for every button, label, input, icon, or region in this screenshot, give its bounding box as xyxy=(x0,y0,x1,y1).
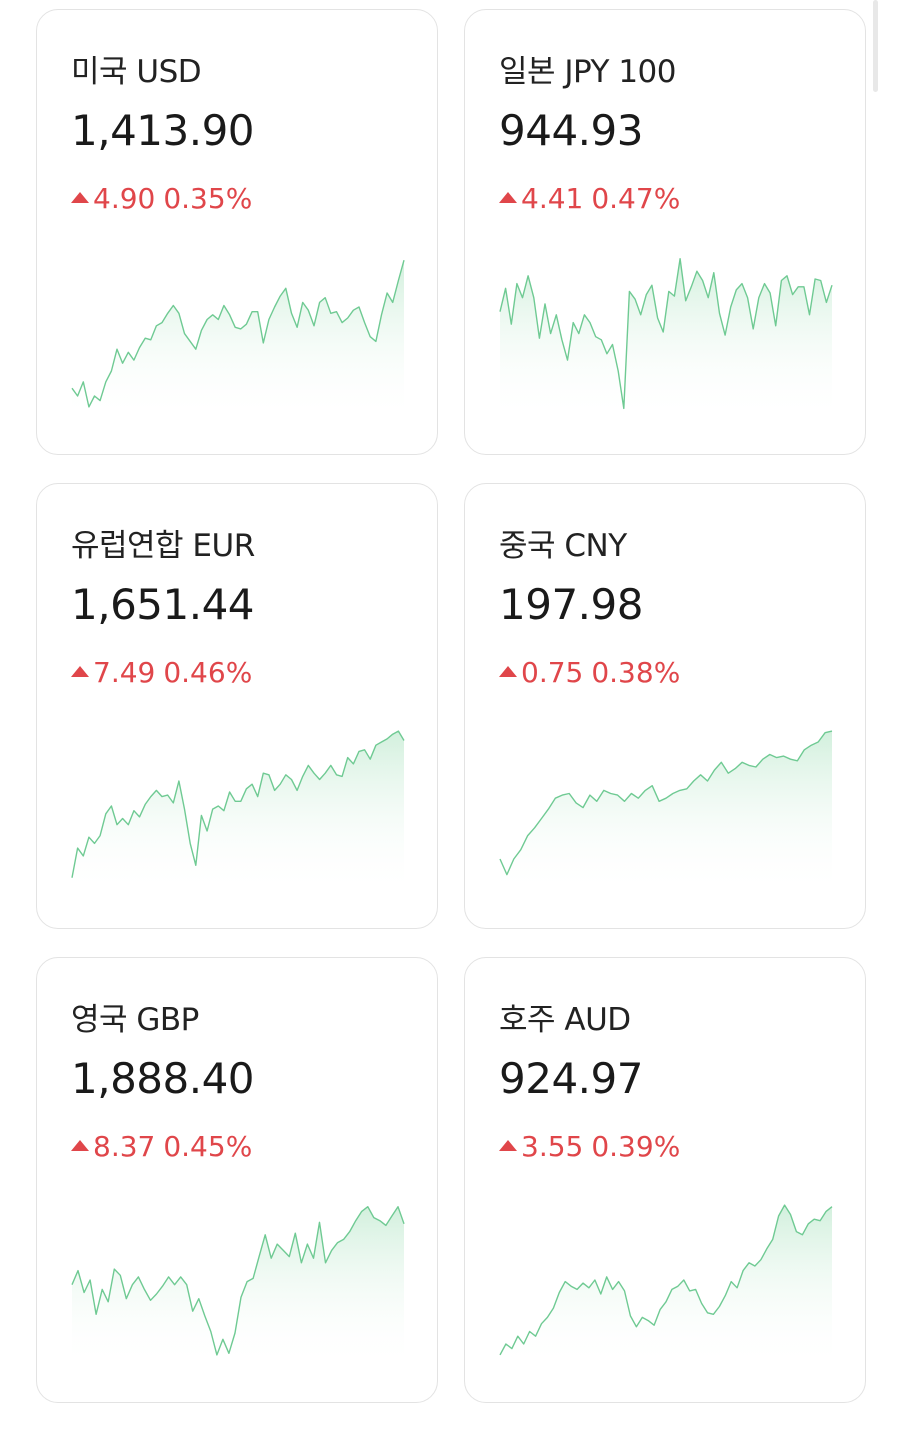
sparkline-area xyxy=(72,1206,404,1368)
triangle-up-icon xyxy=(71,1139,89,1151)
scrollbar[interactable] xyxy=(873,0,878,92)
triangle-up-icon xyxy=(499,191,517,203)
sparkline-chart xyxy=(71,1206,405,1368)
exchange-rate-value: 944.93 xyxy=(499,106,643,155)
rate-card-eur[interactable]: 유럽연합 EUR 1,651.44 7.49 0.46% xyxy=(36,483,438,929)
exchange-rate-value: 1,888.40 xyxy=(71,1054,255,1103)
sparkline-chart xyxy=(71,730,405,894)
sparkline-line xyxy=(499,1204,833,1356)
rate-change: 0.75 0.38% xyxy=(499,656,680,689)
sparkline-area xyxy=(72,731,404,894)
rate-change: 4.41 0.47% xyxy=(499,182,680,215)
change-amount: 3.55 xyxy=(521,1130,584,1163)
exchange-rate-value: 1,651.44 xyxy=(71,580,255,629)
rate-card-usd[interactable]: 미국 USD 1,413.90 4.90 0.35% xyxy=(36,9,438,455)
change-amount: 7.49 xyxy=(93,656,156,689)
currency-title: 영국 GBP xyxy=(71,1002,199,1038)
rate-card-jpy[interactable]: 일본 JPY 100 944.93 4.41 0.47% xyxy=(464,9,866,455)
change-percent: 0.39% xyxy=(591,1130,681,1163)
sparkline-area xyxy=(500,1205,832,1368)
change-amount: 4.90 xyxy=(93,182,156,215)
sparkline-chart xyxy=(499,258,833,420)
currency-title: 호주 AUD xyxy=(499,1002,631,1038)
rate-card-cny[interactable]: 중국 CNY 197.98 0.75 0.38% xyxy=(464,483,866,929)
exchange-rate-value: 197.98 xyxy=(499,580,643,629)
rate-change: 7.49 0.46% xyxy=(71,656,252,689)
currency-title: 중국 CNY xyxy=(499,528,627,564)
change-amount: 8.37 xyxy=(93,1130,156,1163)
triangle-up-icon xyxy=(499,1139,517,1151)
triangle-up-icon xyxy=(499,665,517,677)
triangle-up-icon xyxy=(71,191,89,203)
rate-card-aud[interactable]: 호주 AUD 924.97 3.55 0.39% xyxy=(464,957,866,1403)
sparkline-area xyxy=(72,260,404,420)
sparkline-line xyxy=(71,1206,405,1356)
sparkline-area xyxy=(500,731,832,894)
exchange-rate-value: 924.97 xyxy=(499,1054,643,1103)
change-percent: 0.35% xyxy=(163,182,253,215)
triangle-up-icon xyxy=(71,665,89,677)
sparkline-line xyxy=(71,260,405,408)
change-percent: 0.45% xyxy=(163,1130,253,1163)
rate-change: 4.90 0.35% xyxy=(71,182,252,215)
change-percent: 0.47% xyxy=(591,182,681,215)
change-percent: 0.38% xyxy=(591,656,681,689)
sparkline-chart xyxy=(71,260,405,420)
sparkline-line xyxy=(71,730,405,878)
currency-title: 미국 USD xyxy=(71,54,202,90)
sparkline-chart xyxy=(499,1204,833,1368)
change-amount: 4.41 xyxy=(521,182,584,215)
currency-title: 일본 JPY 100 xyxy=(499,54,677,90)
change-amount: 0.75 xyxy=(521,656,584,689)
change-percent: 0.46% xyxy=(163,656,253,689)
exchange-rate-value: 1,413.90 xyxy=(71,106,255,155)
currency-title: 유럽연합 EUR xyxy=(71,528,255,564)
exchange-rate-grid: 미국 USD 1,413.90 4.90 0.35% 일본 JPY 100 94… xyxy=(36,9,866,1403)
sparkline-line xyxy=(499,730,833,876)
sparkline-line xyxy=(499,258,833,410)
sparkline-area xyxy=(500,258,832,420)
rate-card-gbp[interactable]: 영국 GBP 1,888.40 8.37 0.45% xyxy=(36,957,438,1403)
sparkline-chart xyxy=(499,730,833,894)
rate-change: 3.55 0.39% xyxy=(499,1130,680,1163)
rate-change: 8.37 0.45% xyxy=(71,1130,252,1163)
